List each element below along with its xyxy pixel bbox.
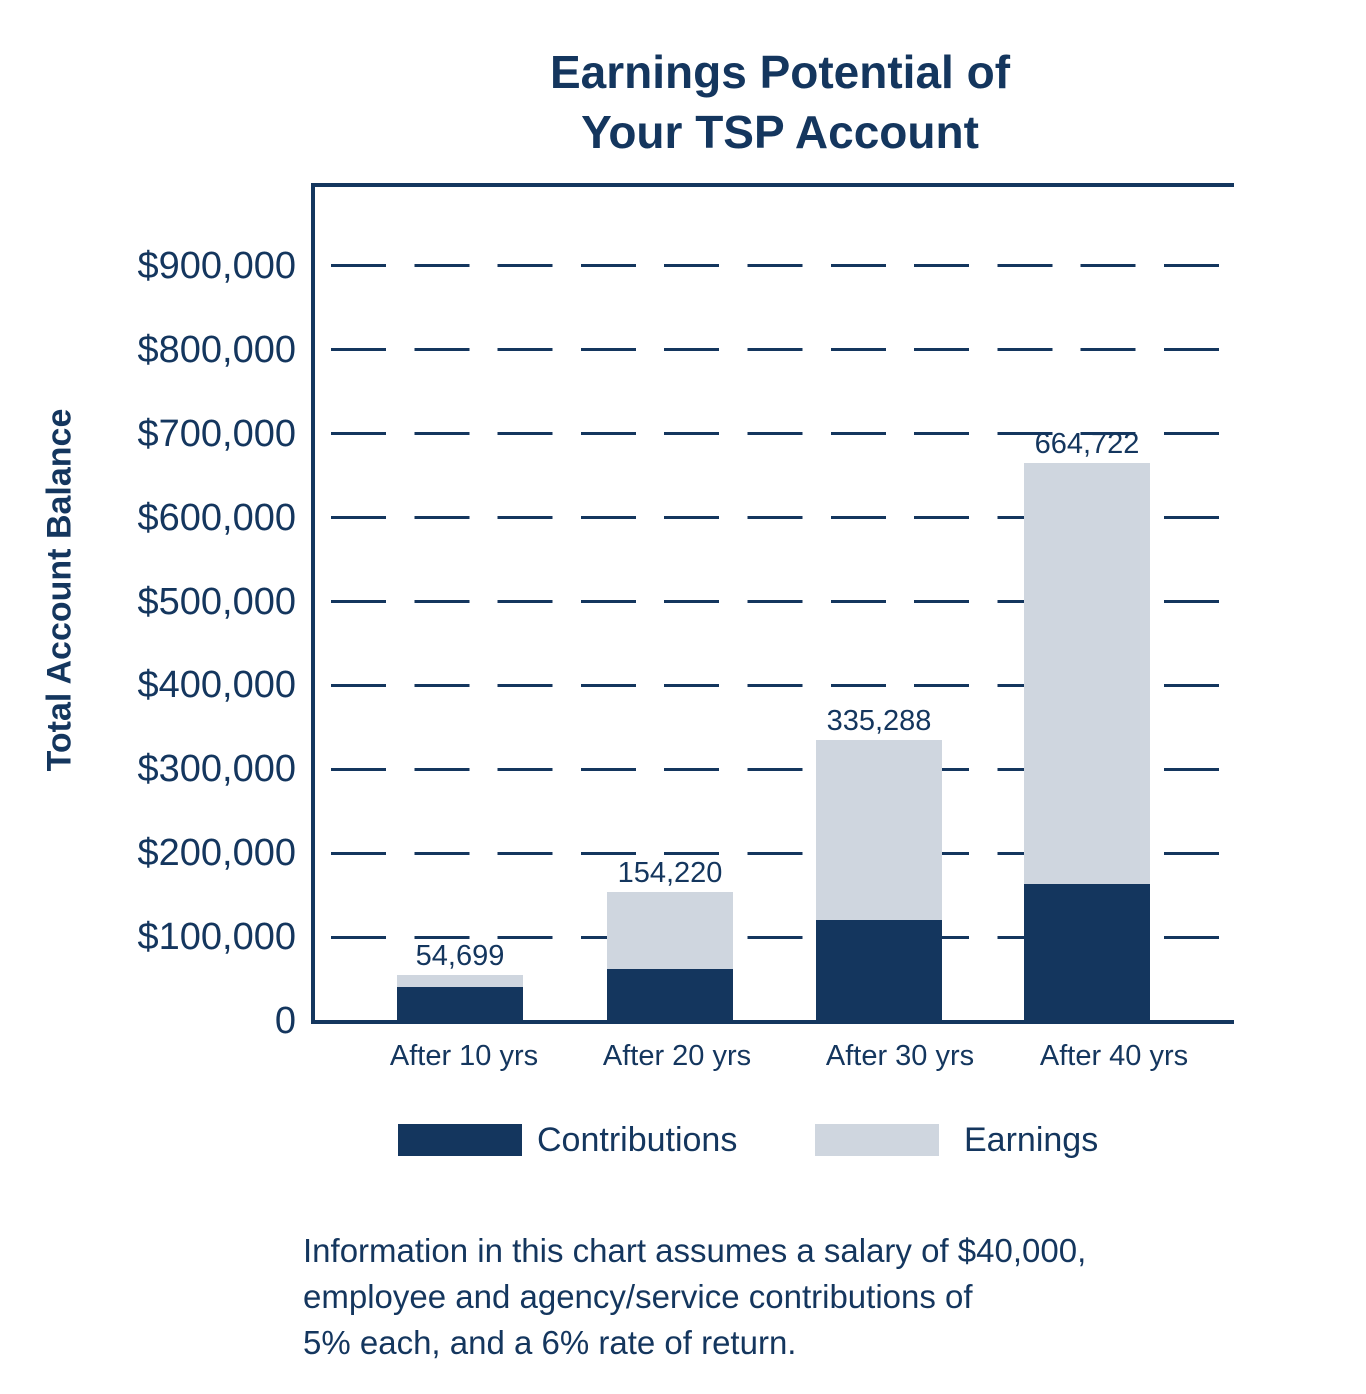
gridline xyxy=(331,516,1221,520)
plot-top-border xyxy=(311,183,1234,187)
footnote: Information in this chart assumes a sala… xyxy=(303,1228,1263,1366)
chart-title-line-2: Your TSP Account xyxy=(581,106,979,158)
y-tick-label: $700,000 xyxy=(137,412,297,455)
bar-segment-contributions xyxy=(397,987,523,1021)
gridline xyxy=(331,264,1221,268)
x-tick-label: After 20 yrs xyxy=(602,1040,752,1072)
bar-total-label: 664,722 xyxy=(1034,428,1140,461)
gridline xyxy=(331,767,1221,771)
bar-segment-earnings xyxy=(607,891,733,969)
y-tick-label: $900,000 xyxy=(137,244,297,287)
y-tick-label: $100,000 xyxy=(137,916,297,959)
bar-segment-earnings xyxy=(397,975,523,988)
bar-total-label: 335,288 xyxy=(826,704,932,737)
y-tick-label: $300,000 xyxy=(137,748,297,791)
legend-label-contributions: Contributions xyxy=(537,1121,738,1159)
x-tick-label: After 40 yrs xyxy=(1039,1040,1189,1072)
y-tick-label: $400,000 xyxy=(137,664,297,707)
gridline xyxy=(331,348,1221,352)
gridline xyxy=(331,683,1221,687)
y-tick-label: $600,000 xyxy=(137,496,297,539)
y-tick-label: $800,000 xyxy=(137,328,297,371)
legend-label-earnings: Earnings xyxy=(964,1121,1099,1159)
footnote-line-3: 5% each, and a 6% rate of return. xyxy=(303,1324,797,1361)
legend-swatch-earnings xyxy=(815,1124,939,1156)
bar-segment-earnings xyxy=(1024,463,1150,885)
footnote-line-2: employee and agency/service contribution… xyxy=(303,1278,973,1315)
bar-total-label: 54,699 xyxy=(415,940,505,973)
x-tick-label: After 10 yrs xyxy=(389,1040,539,1072)
footnote-line-1: Information in this chart assumes a sala… xyxy=(303,1232,1087,1269)
chart-title: Earnings Potential of Your TSP Account xyxy=(440,42,1120,162)
chart-title-line-1: Earnings Potential of xyxy=(549,46,1011,98)
x-tick-label: After 30 yrs xyxy=(825,1040,975,1072)
bar-segment-contributions xyxy=(607,968,733,1021)
gridline xyxy=(331,851,1221,855)
x-axis-line xyxy=(311,1020,1234,1024)
y-tick-label: $500,000 xyxy=(137,580,297,623)
bar-segment-contributions xyxy=(816,920,942,1021)
legend-swatch-contributions xyxy=(398,1124,522,1156)
y-tick-label: 0 xyxy=(274,1000,296,1042)
gridline xyxy=(331,600,1221,603)
y-axis-line xyxy=(311,183,315,1024)
gridline xyxy=(331,432,1221,436)
bar-segment-contributions xyxy=(1024,884,1150,1021)
y-tick-label: $200,000 xyxy=(137,832,297,875)
y-axis-label: Total Account Balance xyxy=(40,408,79,772)
gridline xyxy=(331,935,1221,939)
bar-segment-earnings xyxy=(816,739,942,921)
bar-total-label: 154,220 xyxy=(617,856,723,889)
